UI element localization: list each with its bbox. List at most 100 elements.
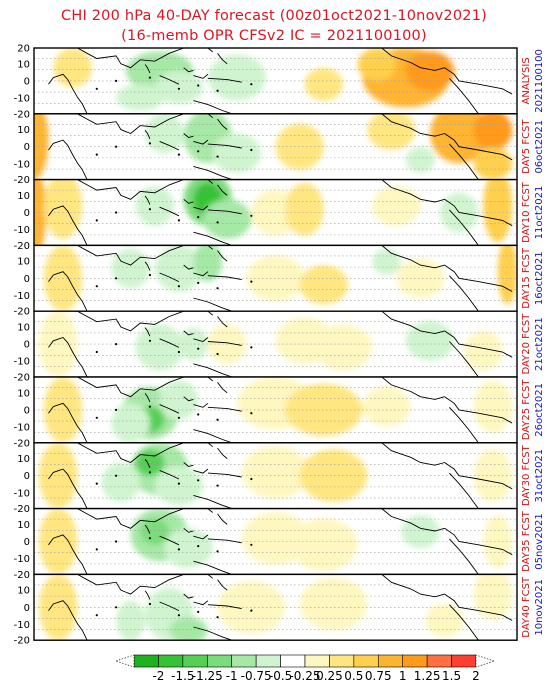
colorbar-tick-label: -2 bbox=[152, 669, 164, 683]
panel-label-bottom: 21oct2021 bbox=[534, 317, 545, 371]
latitude-tick-label: -10 bbox=[14, 94, 30, 105]
panel-label-bottom: 2021100100 bbox=[534, 49, 545, 113]
forecast-panel: 10 0 -10 -20 DAY25 FCST 26oct2021 bbox=[14, 376, 545, 449]
anomaly-blob bbox=[241, 446, 310, 499]
anomaly-blob bbox=[116, 600, 146, 641]
coastline bbox=[48, 574, 513, 641]
anomaly-blob bbox=[135, 186, 175, 226]
anomaly-blob bbox=[299, 265, 348, 305]
colorbar-tick-label: -0.25 bbox=[289, 669, 320, 683]
anomaly-blob bbox=[111, 403, 150, 443]
panel-label-top: DAY40 FCST bbox=[521, 576, 532, 638]
panel-label-top: DAY15 FCST bbox=[521, 247, 532, 309]
anomaly-blob bbox=[401, 515, 440, 549]
colorbar-swatch bbox=[304, 654, 330, 668]
anomaly-blob bbox=[430, 113, 489, 164]
latitude-tick-label: -20 bbox=[14, 636, 30, 647]
latitude-tick-label: -10 bbox=[14, 620, 30, 631]
anomaly-blob bbox=[203, 199, 252, 239]
colorbar-swatch bbox=[353, 654, 379, 668]
anomaly-blob bbox=[405, 321, 455, 361]
anomaly-blob bbox=[159, 380, 199, 420]
latitude-tick-label: -10 bbox=[14, 291, 30, 302]
anomaly-blob bbox=[164, 528, 213, 568]
latitude-tick-label: 0 bbox=[24, 340, 30, 351]
colorbar-tick-label: -0.75 bbox=[241, 669, 272, 683]
colorbar-swatch bbox=[206, 654, 233, 668]
anomaly-blob bbox=[473, 113, 513, 150]
panel-label-top: DAY5 FCST bbox=[521, 119, 532, 174]
latitude-tick-label: -20 bbox=[14, 109, 30, 120]
panel-label-top: DAY20 FCST bbox=[521, 313, 532, 375]
anomaly-blob bbox=[483, 179, 513, 243]
anomaly-blob bbox=[212, 133, 262, 174]
anomaly-blob bbox=[357, 48, 397, 81]
anomaly-blob bbox=[275, 123, 324, 170]
forecast-panel: 10 0 -10 -20 DAY15 FCST 16oct2021 bbox=[14, 244, 545, 318]
panel-label-top: DAY30 FCST bbox=[521, 444, 532, 506]
colorbar-tick-label: 1.5 bbox=[442, 669, 461, 683]
latitude-tick-label: 10 bbox=[17, 59, 30, 70]
anomaly-blob bbox=[178, 327, 208, 361]
anomaly-blob bbox=[101, 462, 141, 503]
anomaly-blob bbox=[299, 577, 368, 631]
latitude-tick-label: 20 bbox=[17, 44, 30, 55]
colorbar-swatch bbox=[329, 654, 355, 668]
panel-label-bottom: 26oct2021 bbox=[534, 383, 545, 437]
latitude-tick-label: 0 bbox=[24, 142, 30, 153]
anomaly-blob bbox=[396, 258, 445, 299]
anomaly-blob bbox=[43, 179, 83, 239]
anomaly-blob bbox=[473, 146, 513, 180]
anomaly-blob bbox=[362, 386, 411, 427]
colorbar-tick-label: -1 bbox=[226, 669, 238, 683]
latitude-tick-label: 0 bbox=[24, 76, 30, 87]
anomaly-blob bbox=[304, 67, 344, 101]
panel-label-bottom: 11oct2021 bbox=[534, 186, 545, 240]
colorbar-tick-label: 0.75 bbox=[365, 669, 392, 683]
colorbar-swatch bbox=[402, 654, 428, 668]
anomaly-blob bbox=[140, 518, 170, 545]
panel-label-bottom: 05nov2021 bbox=[534, 513, 545, 570]
coastline bbox=[48, 377, 513, 443]
panel-label-bottom: 06oct2021 bbox=[534, 120, 545, 174]
latitude-tick-label: -20 bbox=[14, 504, 30, 515]
anomaly-blob bbox=[145, 113, 184, 154]
latitude-tick-label: 0 bbox=[24, 603, 30, 614]
latitude-tick-label: 10 bbox=[17, 322, 30, 333]
anomaly-blob bbox=[425, 604, 464, 637]
panel-label-bottom: 16oct2021 bbox=[534, 251, 545, 305]
panel-label-top: DAY10 FCST bbox=[521, 181, 532, 243]
latitude-tick-label: 10 bbox=[17, 257, 30, 268]
latitude-tick-label: -10 bbox=[14, 554, 30, 565]
colorbar-tick-label: -1.5 bbox=[171, 669, 194, 683]
anomaly-blob bbox=[34, 113, 49, 180]
anomaly-shading bbox=[34, 179, 517, 246]
figure-subtitle: (16-memb OPR CFSv2 IC = 2021100100) bbox=[121, 28, 427, 44]
coastline bbox=[48, 442, 513, 509]
anomaly-shading bbox=[34, 311, 517, 378]
forecast-panel: 10 0 -10 -20 DAY35 FCST 05nov2021 bbox=[14, 507, 545, 581]
coastline bbox=[48, 245, 513, 312]
anomaly-blob bbox=[463, 330, 503, 371]
anomaly-blob bbox=[207, 54, 266, 101]
colorbar-tick-label: 1.25 bbox=[414, 669, 441, 683]
anomaly-blob bbox=[372, 186, 421, 226]
colorbar-tick-label: 0.5 bbox=[344, 669, 363, 683]
latitude-tick-label: 0 bbox=[24, 274, 30, 285]
anomaly-blob bbox=[116, 84, 165, 111]
anomaly-blob bbox=[299, 449, 368, 503]
panel-label-top: DAY35 FCST bbox=[521, 510, 532, 572]
latitude-tick-label: -10 bbox=[14, 488, 30, 499]
latitude-tick-label: -20 bbox=[14, 307, 30, 318]
anomaly-blob bbox=[497, 245, 517, 305]
colorbar-tick-label: 0.25 bbox=[316, 669, 343, 683]
anomaly-blob bbox=[289, 518, 358, 572]
anomaly-shading bbox=[34, 48, 517, 114]
colorbar-swatch bbox=[426, 654, 452, 668]
anomaly-blob bbox=[285, 383, 363, 437]
colorbar: -2 -1.5-1.25 -1 -0.75-0.5-0.250.25 0.5 0.75 1 1… bbox=[115, 654, 495, 683]
forecast-panel: 10 0 -10 -20 DAY5 FCST 06oct2021 bbox=[14, 113, 545, 186]
anomaly-shading bbox=[34, 508, 517, 575]
latitude-tick-label: -10 bbox=[14, 357, 30, 368]
